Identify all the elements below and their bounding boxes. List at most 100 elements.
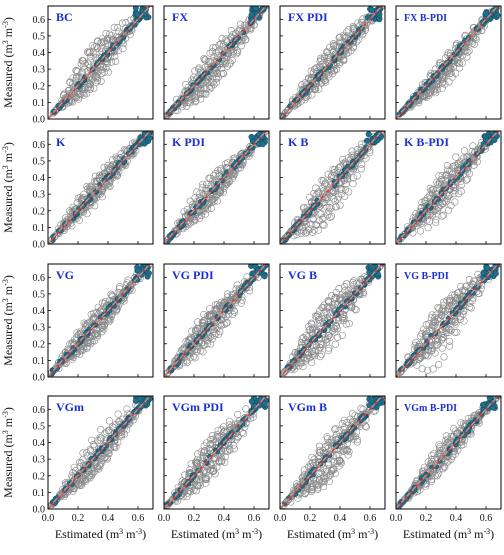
open-marker bbox=[439, 345, 446, 352]
open-marker bbox=[90, 441, 97, 448]
open-marker bbox=[94, 437, 101, 444]
filled-marker bbox=[377, 12, 383, 18]
filled-marker bbox=[485, 265, 491, 271]
open-marker bbox=[327, 44, 334, 51]
filled-marker bbox=[260, 141, 266, 147]
y-tick-label: 0.1 bbox=[33, 356, 46, 367]
panel-vg-b: VG B bbox=[280, 260, 387, 377]
y-tick-label: 0.4 bbox=[33, 173, 46, 184]
panel-label: K B-PDI bbox=[404, 135, 449, 149]
y-tick-label: 0.3 bbox=[33, 323, 46, 334]
panel-label: K B bbox=[288, 135, 308, 149]
y-tick-label: 0.4 bbox=[33, 438, 46, 449]
open-marker bbox=[115, 411, 122, 418]
open-marker bbox=[498, 0, 504, 6]
filled-marker bbox=[137, 396, 143, 402]
y-tick-label: 0.6 bbox=[33, 15, 46, 26]
y-tick-label: 0.5 bbox=[33, 421, 46, 432]
x-tick-label: 0.6 bbox=[132, 513, 145, 524]
open-marker bbox=[89, 437, 96, 444]
open-marker bbox=[446, 338, 453, 345]
panel-label: VG B-PDI bbox=[404, 271, 449, 282]
y-tick-label: 0.3 bbox=[33, 190, 46, 201]
panel-label: FX bbox=[172, 10, 188, 24]
y-tick-label: 0.6 bbox=[33, 405, 46, 416]
open-marker bbox=[350, 180, 357, 187]
panel-label: VG bbox=[56, 268, 74, 282]
y-tick-label: 0.0 bbox=[33, 240, 46, 251]
open-marker bbox=[461, 147, 468, 154]
panel-label: BC bbox=[56, 10, 73, 24]
panel-label: FX B-PDI bbox=[404, 13, 447, 24]
filled-marker bbox=[146, 270, 152, 276]
open-marker bbox=[149, 125, 156, 132]
open-marker bbox=[435, 361, 442, 368]
panel-label: K PDI bbox=[172, 135, 205, 149]
y-tick-label: 0.1 bbox=[33, 98, 46, 109]
y-tick-label: 0.2 bbox=[33, 339, 46, 350]
y-axis-label: Measured (m3 m-3) bbox=[1, 142, 16, 233]
open-marker bbox=[150, 258, 157, 265]
x-tick-label: 0.2 bbox=[72, 513, 85, 524]
open-marker bbox=[425, 224, 432, 231]
open-marker bbox=[149, 125, 156, 132]
panel-label: VG B bbox=[288, 268, 317, 282]
y-tick-label: 0.2 bbox=[33, 471, 46, 482]
x-axis-label: Estimated (m3 m-3) bbox=[55, 527, 146, 542]
open-marker bbox=[337, 202, 344, 209]
filled-marker bbox=[249, 12, 255, 18]
y-tick-label: 0.2 bbox=[33, 81, 46, 92]
open-marker bbox=[441, 354, 448, 361]
open-marker bbox=[106, 418, 113, 425]
panel-label: VG PDI bbox=[172, 268, 214, 282]
panel-fx-pdi: FX PDI bbox=[280, 1, 387, 119]
filled-marker bbox=[483, 11, 489, 17]
panel-label: FX PDI bbox=[288, 10, 328, 24]
open-marker bbox=[228, 27, 235, 34]
filled-marker bbox=[495, 13, 501, 19]
y-axis-label: Measured (m3 m-3) bbox=[1, 275, 16, 366]
filled-marker bbox=[364, 138, 370, 144]
y-tick-label: 0.0 bbox=[33, 373, 46, 384]
open-marker bbox=[452, 199, 459, 206]
y-tick-label: 0.6 bbox=[33, 140, 46, 151]
filled-marker bbox=[135, 12, 141, 18]
filled-marker bbox=[136, 268, 142, 274]
y-tick-label: 0.1 bbox=[33, 488, 46, 499]
y-tick-label: 0.6 bbox=[33, 273, 46, 284]
open-marker bbox=[350, 175, 357, 182]
panel-k-pdi: K PDI bbox=[164, 125, 272, 244]
open-marker bbox=[97, 426, 104, 433]
y-axis-label: Measured (m3 m-3) bbox=[1, 17, 16, 108]
filled-marker bbox=[370, 265, 376, 271]
panel-vg: 0.0 0.1 0.2 0.3 0.4 0.5 0.6 VG Measured (m3 m-3) bbox=[1, 258, 157, 384]
y-tick-label: 0.4 bbox=[33, 48, 46, 59]
y-tick-label: 0.3 bbox=[33, 455, 46, 466]
y-tick-label: 0.3 bbox=[33, 65, 46, 76]
panel-fx-b-pdi: FX B-PDI bbox=[396, 0, 504, 119]
x-tick-label: 0.0 bbox=[42, 513, 55, 524]
open-marker bbox=[328, 213, 335, 220]
y-tick-label: 0.1 bbox=[33, 223, 46, 234]
panel-label: VGm bbox=[56, 400, 84, 414]
y-tick-label: 0.5 bbox=[33, 31, 46, 42]
x-tick-label: 0.4 bbox=[102, 513, 115, 524]
open-marker bbox=[192, 355, 199, 362]
filled-marker bbox=[369, 7, 375, 13]
filled-marker bbox=[262, 274, 268, 280]
panel-vg-b-pdi: VG B-PDI bbox=[396, 260, 502, 377]
panel-fx: FX bbox=[164, 0, 272, 119]
y-tick-label: 0.5 bbox=[33, 289, 46, 300]
panel-vg-pdi: VG PDI bbox=[164, 260, 270, 377]
filled-marker bbox=[366, 131, 372, 137]
open-marker bbox=[417, 228, 424, 235]
y-tick-label: 0.5 bbox=[33, 156, 46, 167]
filled-marker bbox=[493, 271, 499, 277]
panel-k-b-pdi: K B-PDI bbox=[396, 128, 501, 244]
y-tick-label: 0.4 bbox=[33, 306, 46, 317]
y-axis-label: Measured (m3 m-3) bbox=[1, 407, 16, 498]
